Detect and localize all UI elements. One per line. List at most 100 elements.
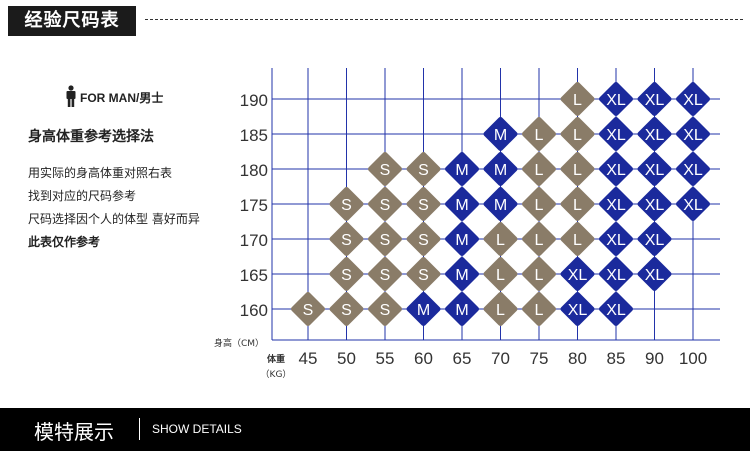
footer-title: 模特展示: [34, 420, 114, 444]
size-label: M: [494, 127, 507, 144]
size-marker-l: [522, 187, 556, 221]
size-label: M: [455, 302, 468, 319]
y-tick-label: 175: [240, 196, 268, 215]
size-marker-l: [560, 117, 595, 151]
size-marker-s: [368, 292, 402, 326]
size-label: XL: [645, 162, 665, 179]
size-marker-xl: [637, 187, 672, 221]
y-tick-label: 165: [240, 266, 268, 285]
size-marker-s: [329, 187, 364, 221]
size-label: XL: [645, 232, 665, 249]
size-marker-xl: [599, 152, 633, 186]
x-tick-label: 70: [491, 349, 510, 368]
size-marker-m: [483, 152, 518, 186]
title-divider: [145, 19, 743, 20]
size-marker-s: [291, 292, 325, 326]
size-label: L: [573, 232, 582, 249]
method-line-4: 此表仅作参考: [28, 235, 101, 249]
size-marker-s: [368, 187, 402, 221]
size-marker-xl: [637, 82, 672, 116]
size-label: XL: [606, 232, 626, 249]
size-marker-xl: [599, 82, 633, 116]
size-marker-l: [560, 82, 595, 116]
size-marker-xl: [637, 257, 672, 291]
size-marker-l: [522, 117, 556, 151]
x-tick-label: 60: [414, 349, 433, 368]
size-marker-xl: [560, 292, 595, 326]
size-marker-xl: [676, 82, 710, 116]
size-label: L: [535, 127, 544, 144]
size-label: S: [380, 267, 391, 284]
method-line-3: 尺码选择因个人的体型 喜好而异: [28, 212, 200, 226]
footer-separator: [139, 418, 140, 440]
size-marker-l: [560, 222, 595, 256]
size-label: L: [573, 127, 582, 144]
x-tick-label: 45: [299, 349, 318, 368]
x-tick-label: 90: [645, 349, 664, 368]
footer-bar: 模特展示 SHOW DETAILS: [0, 408, 750, 451]
size-label: L: [496, 267, 505, 284]
size-label: S: [418, 232, 429, 249]
size-marker-m: [483, 187, 518, 221]
size-label: XL: [683, 127, 703, 144]
x-tick-label: 65: [453, 349, 472, 368]
size-label: XL: [606, 197, 626, 214]
size-marker-l: [560, 152, 595, 186]
size-marker-l: [522, 257, 556, 291]
size-label: XL: [606, 92, 626, 109]
x-axis-label-unit: （KG）: [261, 369, 292, 380]
size-label: M: [494, 162, 507, 179]
size-label: XL: [606, 127, 626, 144]
size-label: XL: [606, 302, 626, 319]
size-marker-xl: [599, 257, 633, 291]
size-label: L: [535, 232, 544, 249]
size-label: S: [418, 162, 429, 179]
size-label: S: [341, 302, 352, 319]
size-marker-l: [522, 152, 556, 186]
size-label: M: [455, 232, 468, 249]
size-marker-s: [368, 257, 402, 291]
size-marker-xl: [676, 152, 710, 186]
y-tick-label: 170: [240, 231, 268, 250]
size-label: S: [380, 162, 391, 179]
page-title: 经验尺码表: [8, 6, 136, 36]
x-tick-label: 85: [607, 349, 626, 368]
size-marker-xl: [637, 152, 672, 186]
size-marker-xl: [599, 222, 633, 256]
size-label: XL: [606, 267, 626, 284]
size-label: M: [417, 302, 430, 319]
size-label: L: [573, 197, 582, 214]
size-marker-m: [445, 187, 479, 221]
size-marker-xl: [637, 117, 672, 151]
size-marker-xl: [599, 187, 633, 221]
size-label: S: [303, 302, 314, 319]
x-tick-label: 50: [337, 349, 356, 368]
size-label: XL: [645, 197, 665, 214]
size-label: XL: [683, 92, 703, 109]
size-marker-l: [483, 222, 518, 256]
size-marker-xl: [676, 117, 710, 151]
size-marker-l: [483, 292, 518, 326]
size-label: XL: [683, 197, 703, 214]
size-label: M: [455, 162, 468, 179]
size-label: L: [573, 92, 582, 109]
size-label: L: [535, 302, 544, 319]
size-marker-s: [406, 222, 441, 256]
method-title: 身高体重参考选择法: [28, 129, 154, 145]
size-marker-s: [329, 292, 364, 326]
x-tick-label: 75: [530, 349, 549, 368]
size-label: M: [455, 197, 468, 214]
x-tick-label: 100: [679, 349, 707, 368]
size-label: S: [341, 232, 352, 249]
size-label: M: [455, 267, 468, 284]
size-label: XL: [568, 302, 588, 319]
y-tick-label: 160: [240, 301, 268, 320]
size-marker-m: [445, 152, 479, 186]
size-label: S: [341, 267, 352, 284]
size-marker-s: [406, 257, 441, 291]
y-axis-label: 身高（CM）: [214, 337, 264, 349]
y-tick-label: 190: [240, 91, 268, 110]
size-marker-xl: [637, 222, 672, 256]
size-marker-s: [329, 222, 364, 256]
size-label: L: [535, 267, 544, 284]
